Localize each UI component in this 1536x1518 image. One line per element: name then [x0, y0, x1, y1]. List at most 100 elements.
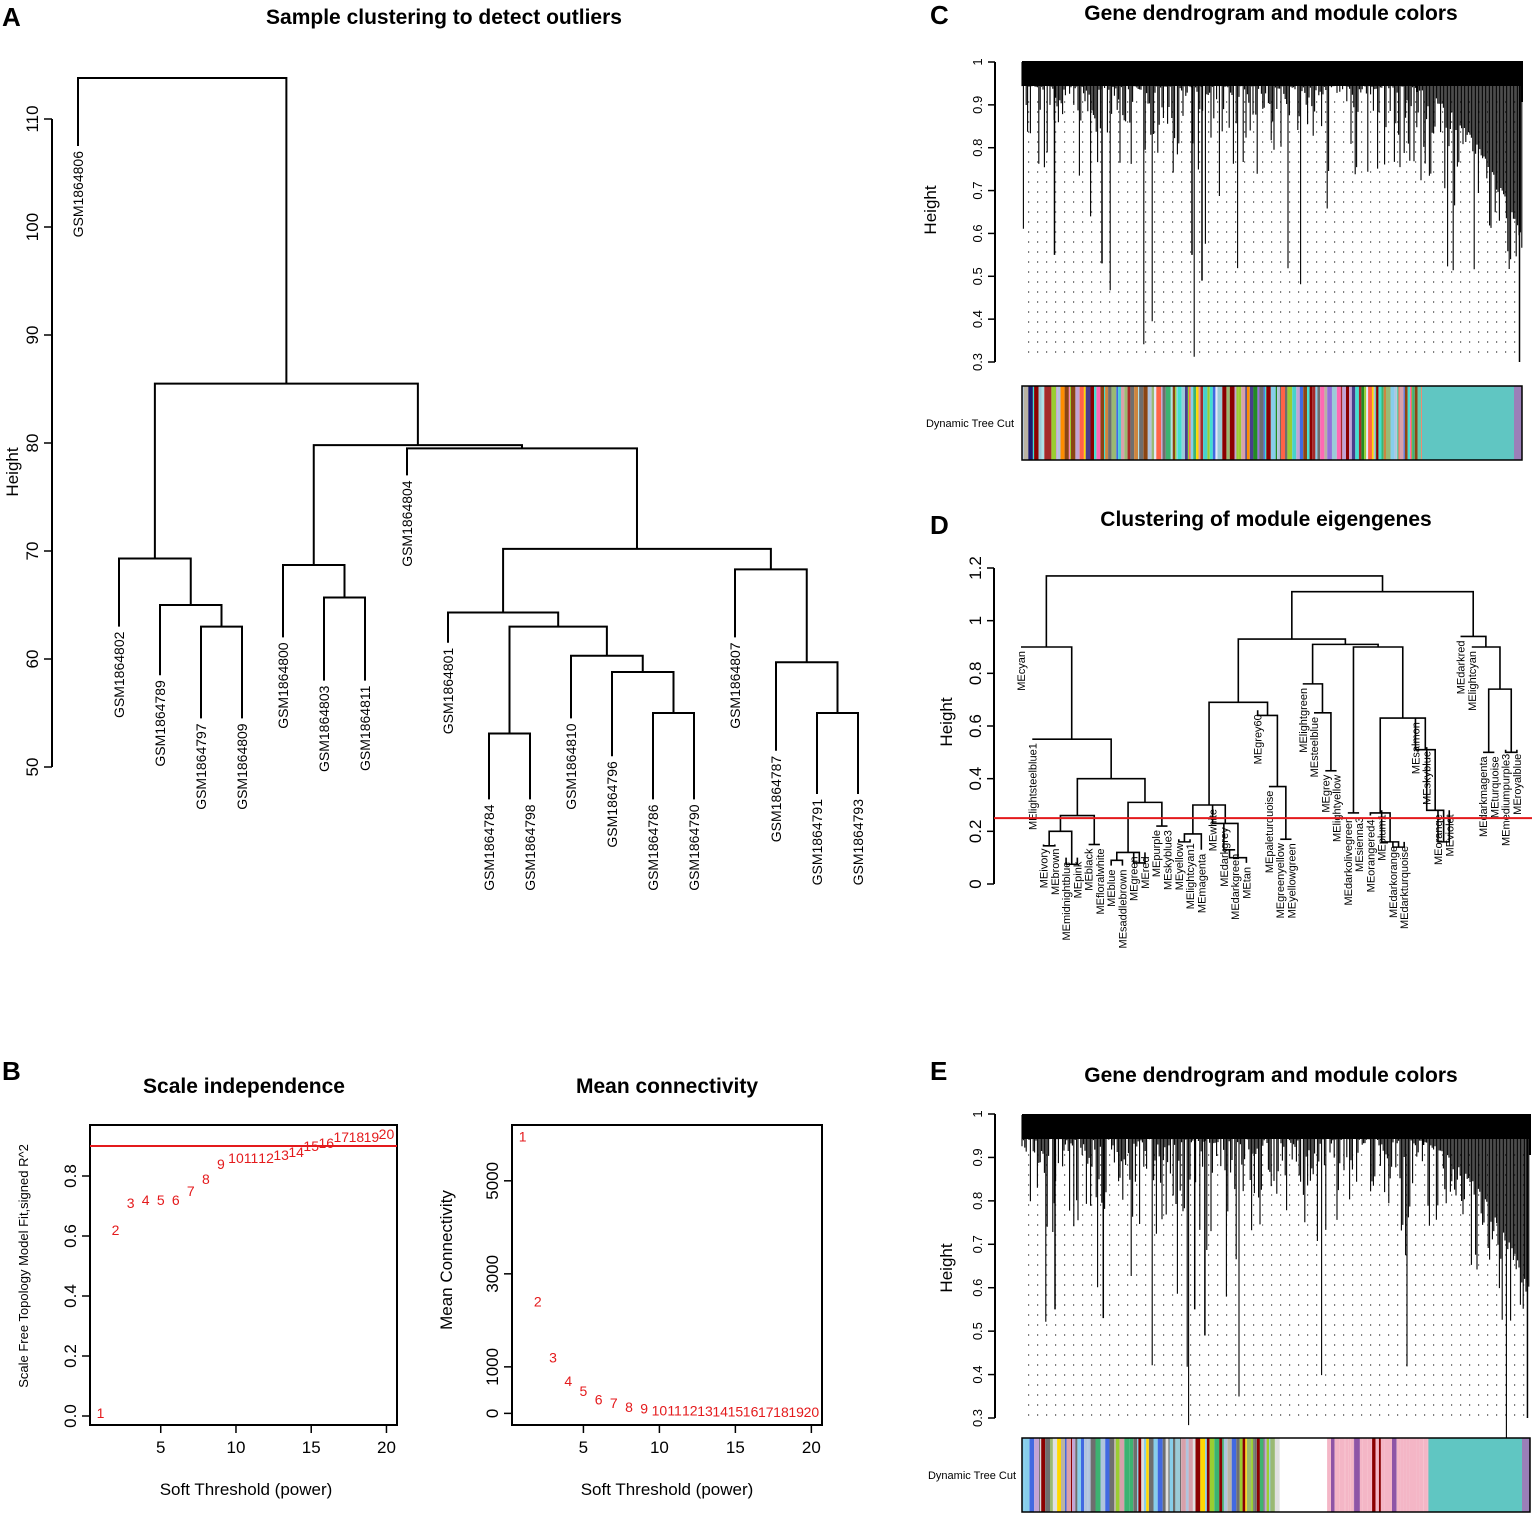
panel-e-y-tick-label: 0.9	[970, 1148, 985, 1166]
eigengene-leaf-label: MElightcyan1	[1185, 843, 1197, 909]
module-color-stripe	[1195, 1438, 1201, 1512]
module-color-stripe	[1085, 386, 1091, 460]
module-color-stripe	[1279, 1438, 1282, 1512]
module-color-stripe	[1404, 386, 1408, 460]
eigengene-dendrogram-branch	[1268, 785, 1287, 840]
module-color-stripe	[1366, 386, 1369, 460]
module-color-stripe	[1411, 386, 1413, 460]
module-color-stripe	[1416, 1438, 1420, 1512]
panel-a-y-tick-label: 80	[23, 434, 42, 453]
module-color-stripe	[1154, 386, 1157, 460]
panel-b1-point-19: 19	[364, 1129, 380, 1145]
module-color-stripe	[1389, 1438, 1392, 1512]
module-color-stripe	[1040, 1438, 1042, 1512]
panel-c-y-tick-label: 0.8	[970, 139, 985, 157]
eigengene-leaf-label: MEtan	[1241, 867, 1253, 899]
module-color-stripe	[1376, 386, 1379, 460]
module-color-stripe	[1371, 386, 1374, 460]
module-color-stripe	[1522, 1438, 1530, 1512]
module-color-stripe	[1162, 386, 1166, 460]
module-color-stripe	[1075, 386, 1080, 460]
module-color-stripe	[1022, 386, 1024, 460]
gene-dendrogram-dense-top	[1022, 62, 1522, 86]
eigengene-leaf-label: MEroyalblue	[1512, 754, 1524, 815]
module-color-stripe	[1051, 386, 1057, 460]
module-color-stripe	[1340, 386, 1343, 460]
panel-e-y-tick-label: 0.6	[970, 1279, 985, 1297]
module-color-stripe	[1068, 386, 1070, 460]
module-color-stripe	[1057, 386, 1061, 460]
sample-leaf-label: GSM1864797	[193, 723, 209, 810]
panel-b2-point-2: 2	[534, 1294, 542, 1310]
panel-a-ylabel: Height	[3, 447, 22, 496]
module-color-stripe	[1165, 386, 1171, 460]
panel-c-y-tick-label: 0.9	[970, 96, 985, 114]
module-color-stripe	[1270, 386, 1276, 460]
module-color-stripe	[1175, 1438, 1180, 1512]
panel-b1-point-3: 3	[127, 1195, 135, 1211]
eigengene-leaf-label: MEviolet	[1444, 814, 1456, 856]
panel-b2-point-15: 15	[728, 1404, 744, 1420]
module-color-stripe	[1129, 1438, 1134, 1512]
panel-b1-point-17: 17	[334, 1129, 350, 1145]
module-color-stripe	[1209, 1438, 1215, 1512]
module-color-stripe	[1226, 386, 1230, 460]
sample-leaf-label: GSM1864789	[152, 680, 168, 767]
panel-label-d: D	[930, 510, 949, 540]
panel-b1-point-20: 20	[379, 1126, 395, 1142]
panel-d-ylabel: Height	[937, 697, 956, 746]
module-color-stripe	[1077, 1438, 1081, 1512]
panel-b2-point-12: 12	[682, 1403, 698, 1419]
module-color-stripe	[1170, 386, 1173, 460]
panel-c-gene-dendrogram: 0.3 0.4 0.5 0.6 0.7 0.8 0.9 1	[970, 58, 1523, 461]
module-color-stripe	[1039, 1438, 1041, 1512]
module-color-stripe	[1083, 386, 1086, 460]
gene-dendrogram-leaf-branches	[1021, 1115, 1530, 1457]
eigengene-leaf-label: MEmidnightblue	[1061, 862, 1073, 941]
panel-b1-point-15: 15	[303, 1138, 319, 1154]
panel-d-y-tick-label: 0	[966, 879, 985, 888]
module-color-stripe	[1236, 386, 1239, 460]
module-color-stripe	[1173, 1438, 1176, 1512]
panel-b2-y-tick-label: 0	[483, 1409, 502, 1418]
module-color-stripe	[1374, 386, 1377, 460]
module-color-stripe	[1192, 1438, 1196, 1512]
sample-leaf-label: GSM1864804	[399, 480, 415, 567]
panel-a-y-tick-label: 110	[23, 105, 42, 132]
module-color-stripe	[1361, 386, 1365, 460]
eigengene-dendrogram-branch	[1177, 839, 1191, 843]
module-color-stripe	[1307, 1438, 1312, 1512]
module-color-stripe	[1327, 1438, 1331, 1512]
eigengene-dendrogram-branch	[1302, 683, 1324, 713]
module-color-stripe	[1406, 1438, 1410, 1512]
panel-b1-y-tick-label: 0.0	[61, 1404, 80, 1428]
eigengene-leaf-label: MEmediumpurple3	[1501, 754, 1513, 846]
panel-label-e: E	[930, 1056, 947, 1086]
module-color-stripe	[1378, 386, 1382, 460]
module-color-stripe	[1222, 386, 1227, 460]
module-color-stripe	[1327, 386, 1332, 460]
panel-c-ylabel: Height	[921, 185, 940, 234]
module-color-stripe	[1181, 386, 1186, 460]
eigengene-leaf-label: MEsaddlebrown	[1117, 870, 1129, 949]
module-color-stripe	[1103, 1438, 1106, 1512]
panel-a-dendrogram: 50 60 70 80 90 100 110 GSM1864806 GSM1864802 GSM1…	[23, 76, 866, 891]
eigengene-leaf-label: MEyellow	[1174, 843, 1186, 890]
module-color-stripe	[1409, 386, 1412, 460]
panel-b2-plot-frame	[511, 1124, 823, 1426]
module-color-stripe	[1256, 1438, 1260, 1512]
module-color-stripe	[1311, 1438, 1314, 1512]
module-color-stripe	[1022, 1438, 1025, 1512]
module-color-stripe	[1217, 386, 1223, 460]
eigengene-leaf-label: MEturquoise	[1489, 756, 1501, 818]
panel-b2-x-tick-label: 15	[726, 1438, 745, 1457]
panel-c-y-tick-label: 1	[970, 58, 985, 65]
module-color-stripe	[1362, 1438, 1368, 1512]
module-color-stripe	[1403, 386, 1405, 460]
module-color-stripe	[1266, 386, 1271, 460]
module-color-block-large	[1422, 386, 1514, 460]
panel-b2-x-tick-label: 10	[650, 1438, 669, 1457]
module-color-bar-frame	[1021, 1437, 1531, 1513]
module-color-stripe	[1109, 1438, 1114, 1512]
